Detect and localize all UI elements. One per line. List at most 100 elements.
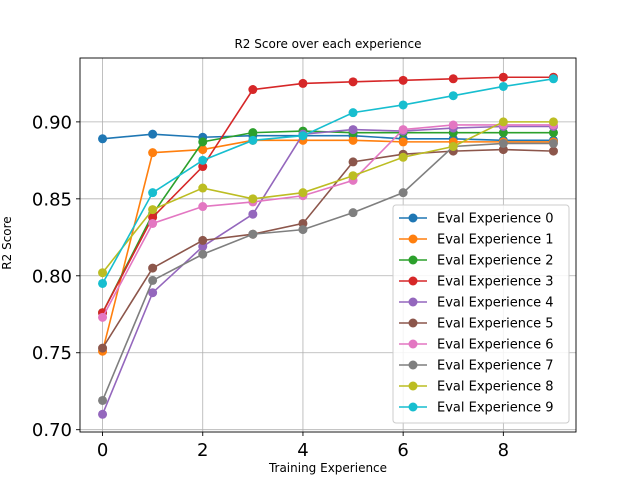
- y-tick-label: 0.90: [32, 112, 72, 133]
- legend-label: Eval Experience 2: [437, 254, 554, 269]
- data-point: [498, 128, 508, 138]
- data-point: [498, 145, 508, 155]
- x-tick-label: 6: [397, 440, 408, 461]
- x-tick-label: 2: [197, 440, 208, 461]
- legend-marker: [408, 339, 418, 349]
- data-point: [248, 229, 258, 239]
- legend-label: Eval Experience 5: [437, 317, 554, 332]
- data-point: [148, 212, 158, 222]
- data-point: [348, 77, 358, 87]
- y-axis-label: R2 Score: [0, 216, 14, 269]
- data-point: [298, 131, 308, 141]
- series-line-3: [101, 76, 554, 314]
- legend: Eval Experience 0 Eval Experience 1 Eval E…: [392, 204, 570, 424]
- data-point: [148, 205, 158, 215]
- x-tick-label: 0: [97, 440, 108, 461]
- data-point: [98, 343, 108, 353]
- data-point: [548, 117, 558, 127]
- series-line-8: [101, 121, 554, 274]
- data-point: [448, 91, 458, 101]
- data-point: [398, 100, 408, 110]
- data-point: [148, 148, 158, 158]
- data-point: [398, 188, 408, 198]
- legend-marker: [408, 255, 418, 265]
- data-point: [398, 125, 408, 135]
- x-tick-label: 4: [297, 440, 308, 461]
- y-tick-label: 0.75: [32, 343, 72, 364]
- data-point: [298, 225, 308, 235]
- x-tick-label: 8: [498, 440, 509, 461]
- data-point: [198, 162, 208, 172]
- legend-label: Eval Experience 6: [437, 338, 554, 353]
- legend-marker: [408, 360, 418, 370]
- data-point: [398, 75, 408, 85]
- data-point: [298, 218, 308, 228]
- data-point: [248, 209, 258, 219]
- data-point: [398, 152, 408, 162]
- legend-marker: [408, 297, 418, 307]
- data-point: [198, 242, 208, 252]
- data-point: [398, 137, 408, 147]
- data-point: [198, 235, 208, 245]
- data-point: [448, 74, 458, 84]
- y-tick-label: 0.70: [32, 420, 72, 441]
- data-point: [298, 78, 308, 88]
- legend-marker: [408, 213, 418, 223]
- data-point: [548, 128, 558, 138]
- data-point: [148, 275, 158, 285]
- data-point: [248, 128, 258, 138]
- data-point: [198, 202, 208, 212]
- legend-marker: [408, 381, 418, 391]
- series-line-1: [101, 139, 554, 352]
- data-point: [98, 134, 108, 144]
- data-point: [148, 218, 158, 228]
- data-point: [348, 135, 358, 145]
- y-tick-label: 0.80: [32, 266, 72, 287]
- y-tick-label: 0.85: [32, 189, 72, 210]
- legend-label: Eval Experience 7: [437, 359, 554, 374]
- data-point: [98, 409, 108, 419]
- legend-box: [392, 204, 570, 424]
- data-point: [148, 129, 158, 139]
- legend-marker: [408, 402, 418, 412]
- legend-label: Eval Experience 4: [437, 296, 554, 311]
- data-point: [498, 81, 508, 91]
- data-point: [248, 85, 258, 95]
- legend-label: Eval Experience 0: [437, 212, 554, 227]
- legend-marker: [408, 318, 418, 328]
- data-point: [498, 138, 508, 148]
- series-line-6: [101, 124, 554, 318]
- data-point: [198, 155, 208, 165]
- series-line-9: [101, 77, 554, 284]
- data-point: [298, 188, 308, 198]
- data-point: [98, 278, 108, 288]
- data-point: [98, 312, 108, 322]
- data-point: [198, 249, 208, 259]
- data-point: [248, 194, 258, 204]
- legend-label: Eval Experience 9: [437, 401, 554, 416]
- data-point: [448, 141, 458, 151]
- data-point: [348, 125, 358, 135]
- data-point: [148, 263, 158, 273]
- data-point: [498, 72, 508, 82]
- x-axis-label: Training Experience: [268, 461, 387, 475]
- data-point: [548, 146, 558, 156]
- data-point: [148, 288, 158, 298]
- data-point: [98, 268, 108, 278]
- series-line-0: [102, 133, 554, 142]
- data-point: [448, 120, 458, 130]
- data-point: [498, 117, 508, 127]
- data-point: [98, 395, 108, 405]
- data-point: [148, 188, 158, 198]
- series-line-7: [101, 142, 554, 401]
- data-point: [548, 138, 558, 148]
- chart-title: R2 Score over each experience: [234, 37, 421, 51]
- legend-marker: [408, 276, 418, 286]
- data-point: [348, 208, 358, 218]
- legend-marker: [408, 234, 418, 244]
- data-point: [198, 145, 208, 155]
- legend-label: Eval Experience 3: [437, 275, 554, 290]
- plot-frame: [79, 57, 577, 433]
- legend-label: Eval Experience 8: [437, 380, 554, 395]
